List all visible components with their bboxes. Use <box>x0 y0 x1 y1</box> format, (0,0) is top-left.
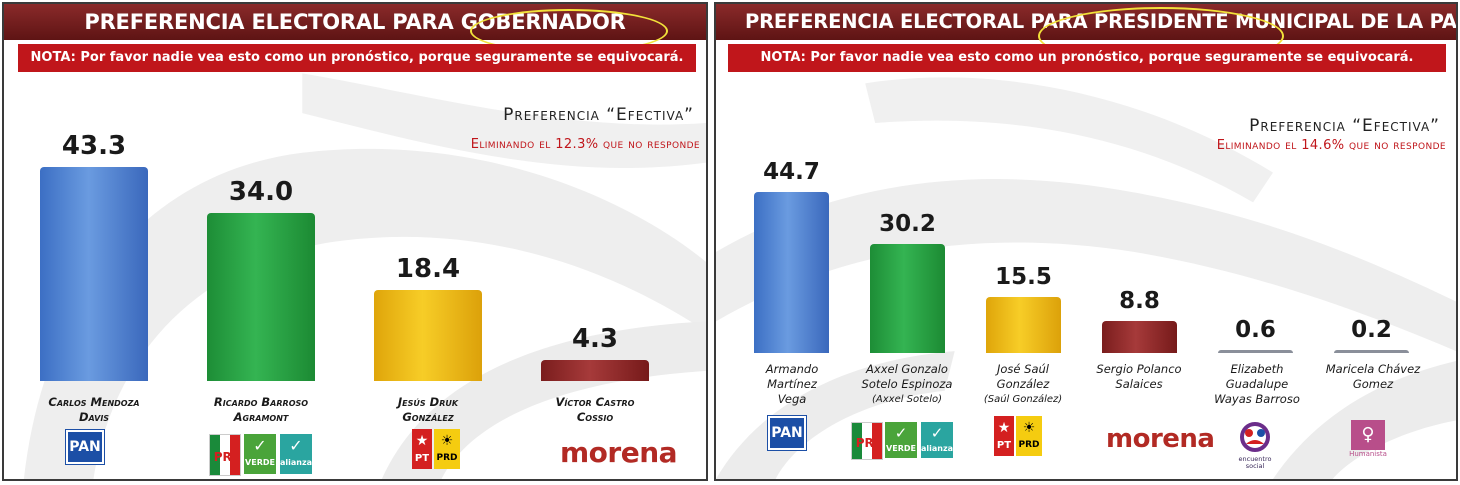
bar-3 <box>374 290 482 381</box>
nueva-alianza-logo: ✓ alianza <box>280 434 312 474</box>
bar-value-label: 43.3 <box>61 131 127 162</box>
candidate-name: Maricela Chávez Gomez <box>1325 362 1421 391</box>
prd-logo: ☀ PRD <box>1016 416 1042 456</box>
bar-2 <box>870 244 945 353</box>
candidate-name: Armando Martínez Vega <box>765 362 819 406</box>
left-chart-panel: PREFERENCIA ELECTORAL PARA GOBERNADOR NO… <box>2 2 708 481</box>
left-note: NOTA: Por favor nadie vea esto como un p… <box>18 44 696 72</box>
candidate-name: Sergio Polanco Salaices <box>1096 362 1182 391</box>
bar-1 <box>40 167 148 381</box>
candidate-name: Carlos Mendoza Davis <box>48 395 140 424</box>
right-chart-panel: PREFERENCIA ELECTORAL PARA PRESIDENTE MU… <box>714 2 1458 481</box>
morena-logo: morena <box>560 436 678 469</box>
pt-logo: ★ PT <box>994 416 1014 456</box>
bar-value-label: 0.6 <box>1235 317 1276 343</box>
humanista-logo: ♀ Humanista <box>1348 420 1388 464</box>
candidate-name: Ricardo Barroso Agramont <box>213 395 309 424</box>
svg-text:PRI: PRI <box>214 450 237 464</box>
candidate-name: Elizabeth Guadalupe Wayas Barroso <box>1214 362 1300 406</box>
svg-text:PRI: PRI <box>856 436 879 450</box>
bar-value-label: 8.8 <box>1119 288 1160 315</box>
bar-value-label: 4.3 <box>571 323 619 354</box>
right-pref-title: Preferencia “Efectiva” <box>1249 116 1440 136</box>
left-pref-subtitle: Eliminando el 12.3% que no responde <box>470 137 700 152</box>
bar-2 <box>207 213 315 381</box>
pri-logo: PRI <box>209 434 241 476</box>
candidate-name: Víctor Castro Cossio <box>555 395 635 424</box>
pan-logo: PAN <box>767 415 807 451</box>
bar-1 <box>754 192 829 353</box>
verde-logo: ✓ VERDE <box>885 422 917 458</box>
verde-logo: ✓ VERDE <box>244 434 276 474</box>
bar-3 <box>986 297 1061 353</box>
candidate-alias: (Axxel Sotelo) <box>871 394 943 405</box>
morena-logo: morena <box>1106 424 1215 454</box>
encuentro-social-text: encuentro social <box>1238 455 1272 470</box>
bar-value-label: 44.7 <box>763 159 820 186</box>
candidate-alias: (Saúl González) <box>983 394 1063 405</box>
candidate-name: José Saúl González <box>996 362 1050 391</box>
bar-6 <box>1334 350 1409 353</box>
bar-4 <box>1102 321 1177 353</box>
nueva-alianza-logo: ✓ alianza <box>921 422 953 458</box>
encuentro-social-logo: encuentro social <box>1233 422 1277 470</box>
bar-value-label: 34.0 <box>228 177 294 208</box>
prd-logo: ☀ PRD <box>434 429 460 469</box>
pt-logo: ★ PT <box>412 429 432 469</box>
bar-value-label: 18.4 <box>395 254 461 285</box>
bar-value-label: 30.2 <box>879 211 936 238</box>
right-note: NOTA: Por favor nadie vea esto como un p… <box>728 44 1446 72</box>
bar-5 <box>1218 350 1293 353</box>
bar-4 <box>541 359 649 381</box>
candidate-name: Axxel Gonzalo Sotelo Espinoza <box>861 362 953 391</box>
left-pref-title: Preferencia “Efectiva” <box>503 105 694 125</box>
pan-logo: PAN <box>65 429 105 465</box>
candidate-name: Jesús Druk González <box>397 395 459 424</box>
right-pref-subtitle: Eliminando el 14.6% que no responde <box>1216 138 1446 153</box>
bar-value-label: 15.5 <box>995 264 1052 291</box>
humanista-text: Humanista <box>1349 450 1387 458</box>
pri-logo: PRI <box>851 422 883 460</box>
bar-value-label: 0.2 <box>1351 317 1392 343</box>
